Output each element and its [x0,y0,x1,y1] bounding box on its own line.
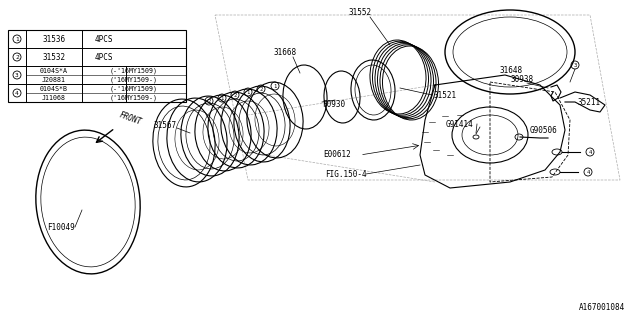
Bar [8,30,186,102]
Text: E00612: E00612 [323,150,351,159]
Text: 31536: 31536 [42,35,65,44]
Text: 4: 4 [15,91,19,95]
Text: 2: 2 [234,92,237,98]
Text: ('16MY1509-): ('16MY1509-) [110,76,158,83]
Text: (-'16MY1509): (-'16MY1509) [110,67,158,74]
Text: 31668: 31668 [273,48,296,57]
Text: J20881: J20881 [42,76,66,83]
Text: 1: 1 [273,84,276,89]
Text: 2: 2 [259,86,262,92]
Text: 31648: 31648 [499,66,522,75]
Text: 31521: 31521 [433,91,456,100]
Text: 0104S*B: 0104S*B [40,85,68,92]
Text: 31567: 31567 [153,121,176,130]
Text: J11068: J11068 [42,94,66,100]
Text: 1: 1 [220,95,223,100]
Text: ('16MY1509-): ('16MY1509-) [110,94,158,101]
Text: FRONT: FRONT [118,111,143,127]
Text: 2: 2 [207,99,211,103]
Text: G91414: G91414 [446,120,474,129]
Text: (-'16MY1509): (-'16MY1509) [110,85,158,92]
Text: 31532: 31532 [42,52,65,61]
Text: G90506: G90506 [530,126,557,135]
Text: 0104S*A: 0104S*A [40,68,68,74]
Text: 1: 1 [15,36,19,42]
Text: 3: 3 [15,73,19,77]
Text: A167001084: A167001084 [579,303,625,312]
Text: 4PCS: 4PCS [95,35,113,44]
Text: 2: 2 [15,54,19,60]
Text: 4PCS: 4PCS [95,52,113,61]
Text: 30938: 30938 [510,75,533,84]
Text: 4: 4 [586,170,589,174]
Text: FIG.150-4: FIG.150-4 [325,170,367,179]
Text: 1: 1 [246,90,250,94]
Text: 4: 4 [588,149,591,155]
Text: 31552: 31552 [348,8,371,17]
Text: 35211: 35211 [578,98,601,107]
Text: F10049: F10049 [47,223,75,232]
Text: F0930: F0930 [322,100,345,109]
Text: 3: 3 [573,62,577,68]
